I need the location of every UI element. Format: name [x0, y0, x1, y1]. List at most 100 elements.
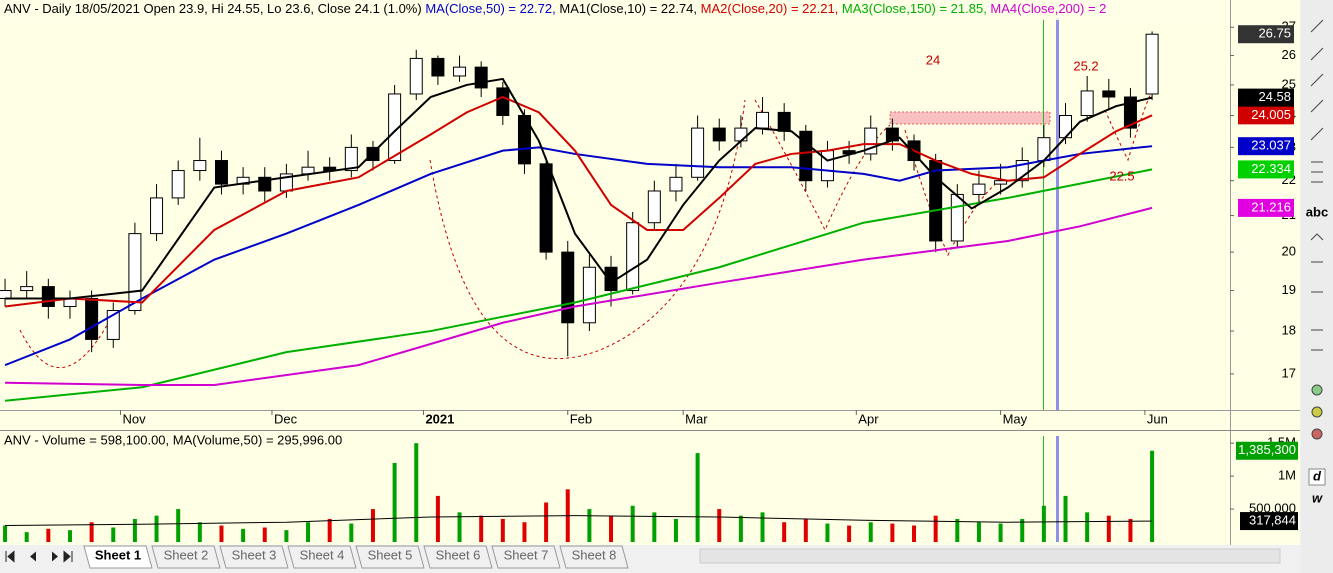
volume-bar	[435, 495, 440, 542]
scrollbar[interactable]	[699, 548, 1281, 564]
nav-first[interactable]	[5, 550, 15, 563]
ma-value-label: 24.58	[1258, 89, 1291, 104]
candle-body	[214, 160, 228, 185]
sheet-tab[interactable]	[491, 545, 561, 569]
sheet-tab[interactable]	[151, 545, 221, 569]
sheet-tab-label[interactable]: Sheet 4	[300, 547, 345, 562]
candle-body	[734, 127, 748, 142]
volume-label: 1,385,300	[1238, 442, 1296, 457]
toolbar-button[interactable]	[1308, 468, 1326, 486]
volume-bar	[976, 522, 981, 542]
volume-bar	[327, 518, 332, 542]
sheet-tab[interactable]	[423, 545, 493, 569]
candle-body	[950, 193, 964, 242]
icon[interactable]	[1311, 384, 1323, 396]
volume-ma-line	[5, 515, 1153, 527]
ma-value-label-box	[1238, 106, 1294, 125]
header-bg	[0, 0, 1230, 20]
sheet-tab-label[interactable]: Sheet 7	[504, 547, 549, 562]
sheet-tab[interactable]	[219, 545, 289, 569]
volume-bar	[176, 509, 181, 542]
zone-box	[889, 111, 1051, 125]
candle-body	[777, 111, 791, 132]
volume-bar	[89, 522, 94, 542]
title-part: MA(Close,50) = 22.72,	[425, 1, 559, 16]
candle-body	[582, 266, 596, 324]
sheet-tab[interactable]	[287, 545, 357, 569]
volume-bar	[414, 443, 419, 542]
candle-body	[669, 176, 683, 192]
toolbar-label[interactable]: d	[1313, 468, 1322, 483]
annotation: 22.5	[1109, 168, 1134, 183]
candle-body	[756, 111, 770, 129]
volume-bar	[544, 502, 549, 542]
x-tick-label: Nov	[122, 411, 146, 426]
candle-body	[539, 163, 553, 253]
sheet-tab-label[interactable]: Sheet 5	[368, 547, 413, 562]
volume-bar	[803, 518, 808, 542]
arc	[904, 129, 1001, 257]
ma-value-label-box	[1238, 160, 1294, 179]
ma-line	[5, 206, 1153, 386]
sheet-tab-label[interactable]: Sheet 3	[232, 547, 277, 562]
candle-body	[972, 183, 986, 195]
candle-body	[85, 297, 99, 340]
y-tick-label: 20	[1282, 244, 1296, 259]
x-tick-label: Feb	[570, 411, 592, 426]
volume-bar	[868, 522, 873, 542]
sheet-tab-label[interactable]: Sheet 6	[436, 547, 481, 562]
nav-prev[interactable]	[30, 551, 36, 562]
toolbar-label[interactable]: abc	[1306, 204, 1328, 219]
volume-bar	[154, 515, 159, 542]
title-part: MA3(Close,150) = 21.85,	[842, 1, 991, 16]
icon[interactable]	[1311, 406, 1323, 418]
sheet-tab-label[interactable]: Sheet 8	[572, 547, 617, 562]
volume-bar	[457, 512, 462, 542]
volume-bar	[370, 509, 375, 542]
volume-bar	[46, 528, 51, 542]
candle-body	[409, 57, 423, 95]
sheet-tab-label[interactable]: Sheet 2	[164, 547, 209, 562]
ma-value-label: 22.334	[1251, 161, 1291, 176]
volume-bar	[1085, 512, 1090, 542]
toolbar	[1301, 0, 1333, 573]
volume-bar	[587, 509, 592, 542]
ma-line	[4, 168, 1153, 402]
candle-body	[106, 310, 120, 340]
volume-bar	[241, 528, 246, 542]
volume-bar	[673, 518, 678, 542]
annotation: 24	[926, 52, 940, 67]
sheet-tab[interactable]	[559, 545, 629, 569]
candle-body	[496, 87, 510, 117]
volume-bar	[219, 525, 224, 542]
toolbar-label[interactable]: w	[1312, 490, 1323, 505]
y-tick-label: 26	[1282, 47, 1296, 62]
nav-next[interactable]	[52, 551, 58, 562]
x-tick-label: May	[1003, 411, 1028, 426]
volume-label-box	[1236, 441, 1298, 460]
volume-bar	[262, 527, 267, 542]
volume-ma-label-box	[1240, 512, 1298, 531]
annotation: 25.2	[1073, 58, 1098, 73]
volume-bar	[197, 522, 202, 542]
sheet-tab-label[interactable]: Sheet 1	[95, 547, 141, 562]
candle-body	[820, 150, 834, 182]
sheet-tab[interactable]	[355, 545, 425, 569]
icon[interactable]	[1311, 428, 1323, 440]
icon[interactable]	[1310, 19, 1324, 351]
candle-body	[1102, 90, 1116, 98]
candle-body	[388, 93, 402, 162]
ma-value-label-box	[1238, 137, 1294, 156]
sheet-tab[interactable]	[83, 545, 153, 569]
candle-body	[344, 146, 358, 172]
nav-last[interactable]	[63, 550, 73, 563]
ma-line	[4, 95, 1153, 308]
volume-bar	[609, 515, 614, 542]
last-close-label: 26.75	[1258, 26, 1291, 41]
title-part: ANV - Daily 18/05/2021 Open 23.9, Hi 24.…	[4, 1, 425, 16]
candle-body	[712, 127, 726, 142]
candle-body	[561, 251, 575, 324]
volume-bar	[3, 525, 8, 542]
volume-bar	[1106, 515, 1111, 542]
